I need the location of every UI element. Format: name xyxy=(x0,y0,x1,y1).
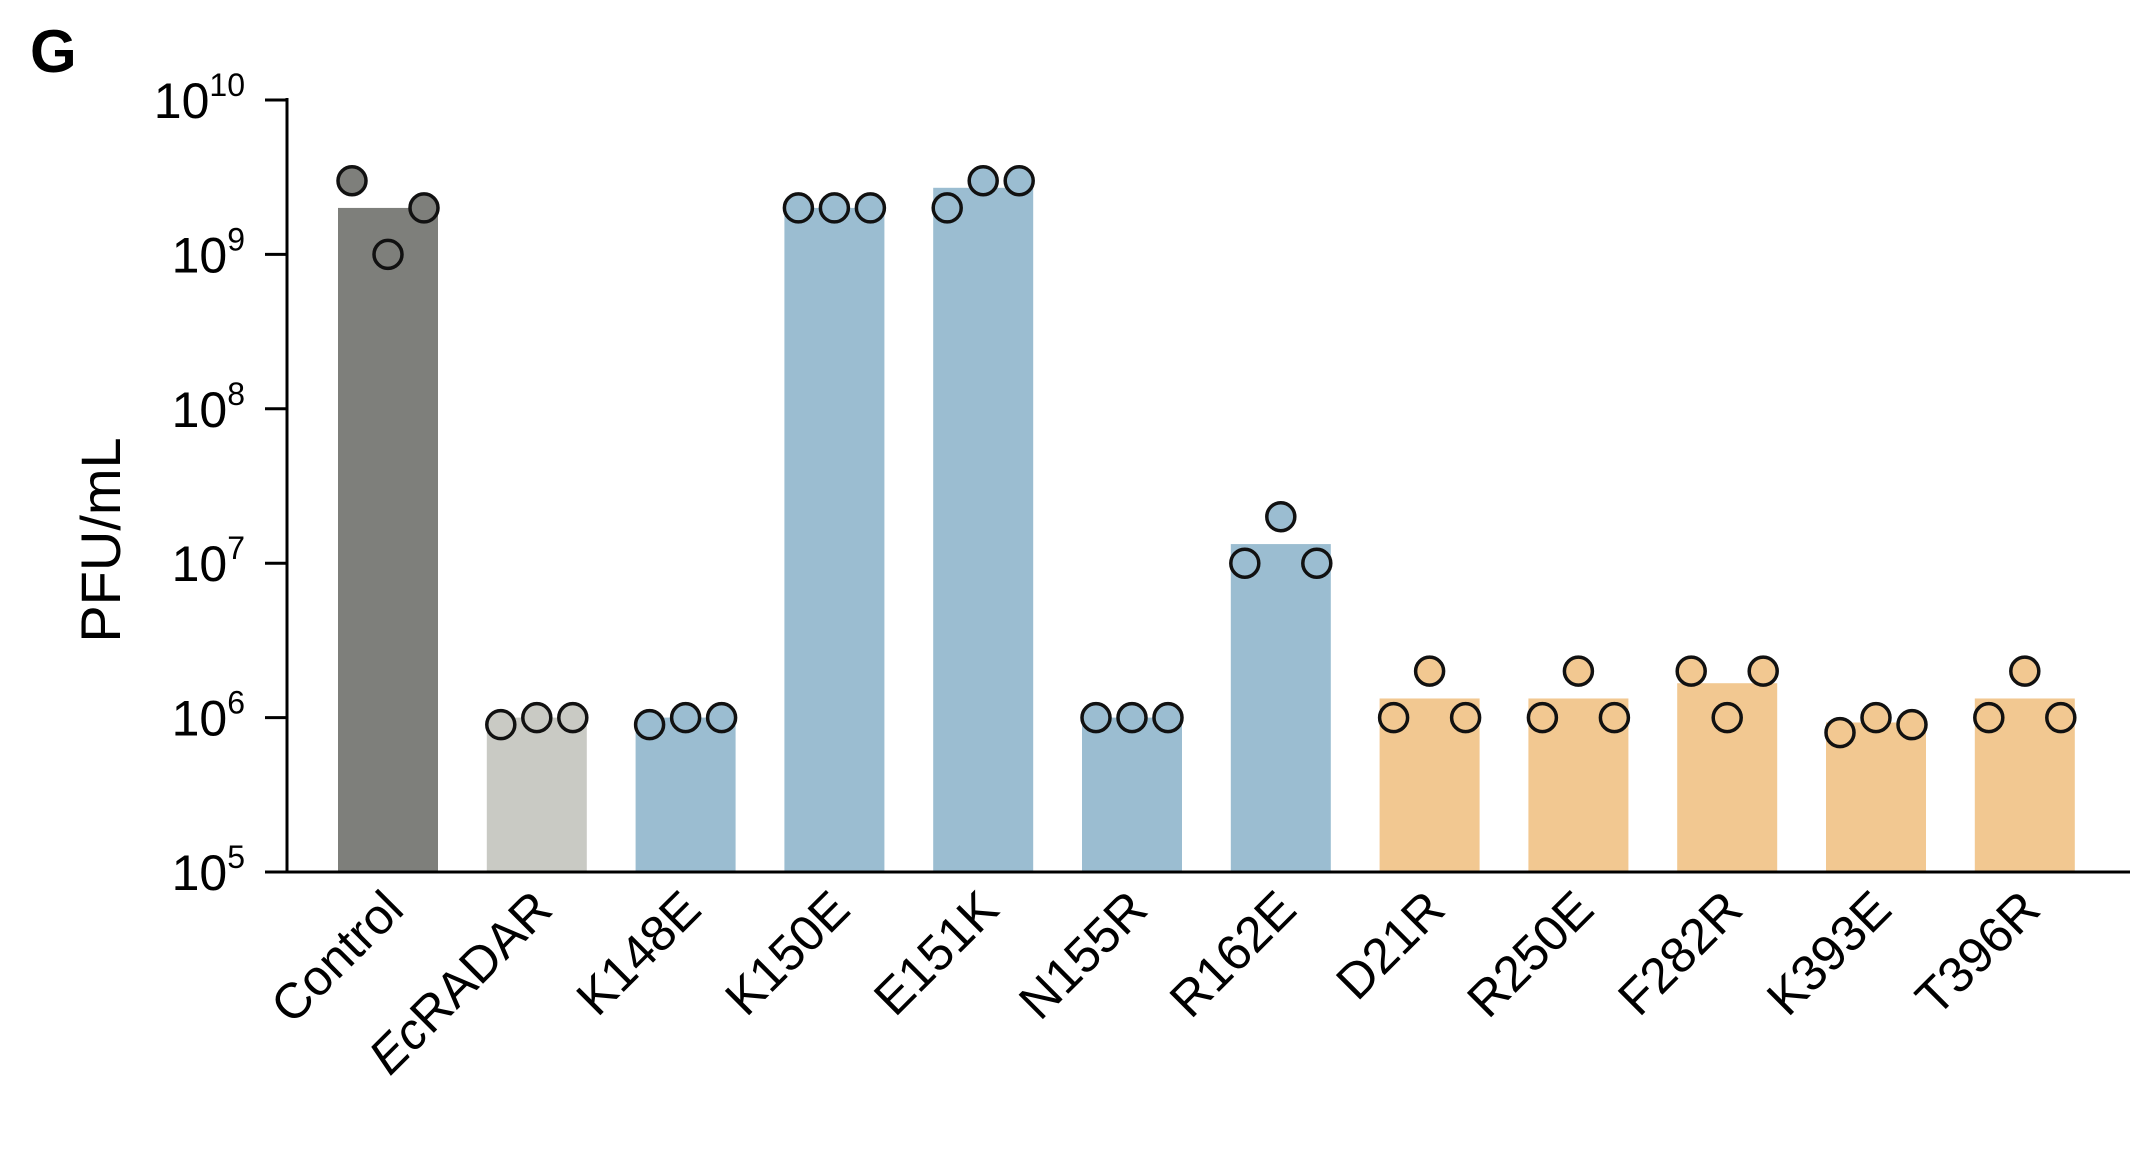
data-point xyxy=(1747,655,1779,687)
data-point xyxy=(557,701,589,734)
bar-k150e xyxy=(784,207,885,873)
data-point xyxy=(931,192,963,224)
y-tick-label: 109 xyxy=(172,221,245,283)
panel-label: G xyxy=(30,18,77,85)
bar-ecradar xyxy=(486,717,587,872)
points-layer xyxy=(336,164,2077,749)
axes-layer: 105 106 107 108 109 1010 xyxy=(154,67,2130,901)
data-point xyxy=(1152,701,1184,734)
data-point xyxy=(633,708,666,741)
data-point xyxy=(1973,701,2005,734)
data-point xyxy=(2045,701,2077,734)
x-tick-label: N155R xyxy=(1008,880,1158,1030)
x-tick-label: F282R xyxy=(1607,880,1753,1026)
data-point xyxy=(1116,701,1148,734)
data-point xyxy=(1675,655,1707,687)
x-tick-label-group: R162E xyxy=(1159,880,1307,1028)
y-tick-label: 107 xyxy=(172,530,245,592)
data-point xyxy=(818,192,851,224)
data-point xyxy=(1003,164,1035,197)
data-point xyxy=(705,701,738,734)
y-tick-label: 108 xyxy=(172,376,245,438)
data-point xyxy=(372,238,404,271)
bar-k148e xyxy=(635,717,736,872)
x-tick-label: K393E xyxy=(1756,880,1902,1026)
data-point xyxy=(1265,500,1297,533)
x-tick-label-group: F282R xyxy=(1607,880,1753,1026)
bar-e151k xyxy=(933,187,1034,873)
x-tick-label-group: E151K xyxy=(863,880,1009,1026)
data-point xyxy=(408,192,440,224)
data-point xyxy=(1413,655,1446,687)
data-point xyxy=(782,192,815,224)
x-tick-label: R162E xyxy=(1159,880,1307,1028)
x-tick-label-group: K150E xyxy=(714,880,860,1026)
x-tick-label-group: K393E xyxy=(1756,880,1902,1026)
data-point xyxy=(1598,701,1631,734)
x-tick-label: E151K xyxy=(863,880,1009,1026)
bar-n155r xyxy=(1082,717,1182,872)
x-tick-label-group: N155R xyxy=(1008,880,1158,1030)
data-point xyxy=(1449,701,1482,734)
data-point xyxy=(485,708,517,741)
y-tick-label: 1010 xyxy=(154,67,245,129)
x-tick-label: K148E xyxy=(566,880,712,1026)
data-point xyxy=(1229,547,1261,579)
data-point xyxy=(854,192,887,224)
data-point xyxy=(1080,701,1112,734)
data-point xyxy=(521,701,553,734)
x-tick-label: K150E xyxy=(714,880,860,1026)
x-tick-label: Control xyxy=(260,880,414,1034)
data-point xyxy=(2009,655,2041,687)
data-point xyxy=(1562,655,1595,687)
data-point xyxy=(669,701,702,734)
bars-layer xyxy=(338,187,2075,873)
x-tick-label-group: D21R xyxy=(1325,880,1455,1010)
data-point xyxy=(1526,701,1559,734)
data-point xyxy=(1860,701,1892,734)
y-tick-label: 105 xyxy=(172,839,245,901)
data-point xyxy=(1896,708,1928,741)
bar-control xyxy=(338,207,438,873)
bar-r162e xyxy=(1230,544,1331,872)
x-tick-label: T396R xyxy=(1905,880,2051,1026)
data-point xyxy=(1711,701,1743,734)
data-point xyxy=(336,164,368,197)
data-point xyxy=(1301,547,1333,579)
y-axis-label: PFU/mL xyxy=(69,437,132,642)
y-axis-label-group: PFU/mL xyxy=(69,437,132,642)
x-tick-label: R250E xyxy=(1456,880,1604,1028)
x-tick-label-group: T396R xyxy=(1905,880,2051,1026)
data-point xyxy=(1377,701,1410,734)
y-tick-label: 106 xyxy=(172,685,245,747)
x-tick-label-group: K148E xyxy=(566,880,712,1026)
x-tick-label-group: Control xyxy=(260,880,414,1034)
data-point xyxy=(967,164,999,197)
x-tick-label: D21R xyxy=(1325,880,1455,1010)
x-tick-label-group: R250E xyxy=(1456,880,1604,1028)
data-point xyxy=(1824,716,1856,749)
